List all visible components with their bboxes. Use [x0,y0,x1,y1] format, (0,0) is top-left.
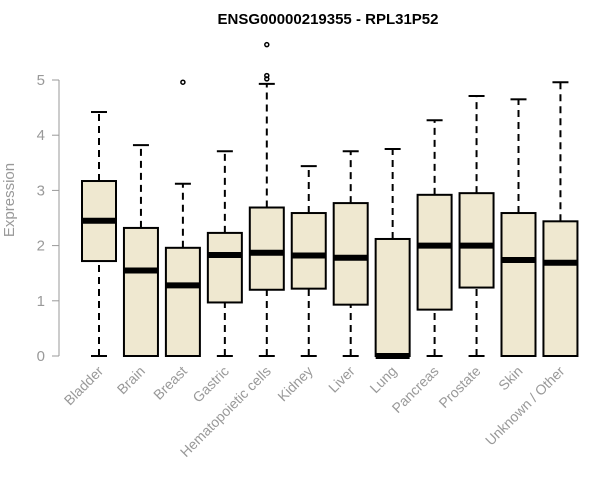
iqr-box [332,202,369,306]
x-tick-label: Pancreas [389,363,442,416]
outlier-point [264,41,270,48]
y-tick-label: 3 [37,182,45,199]
x-tick-label: Liver [325,363,358,396]
box-lung [374,148,411,359]
iqr-box [542,220,579,357]
iqr-box [206,231,243,304]
box-brain [122,144,159,357]
outlier-point [264,72,270,79]
iqr-box [500,212,537,357]
x-tick-label: Skin [495,363,526,394]
y-tick-label: 5 [37,72,45,89]
outlier-point [180,79,186,85]
box-group [81,41,579,359]
box-liver [332,150,369,357]
x-tick-label: Brain [114,363,148,397]
x-tick-label: Prostate [435,363,483,411]
box-skin [500,98,537,357]
iqr-box [416,193,453,311]
box-hematopoietic-cells [248,41,285,357]
box-unknown-other [542,81,579,357]
iqr-box [374,237,411,357]
y-tick-label: 1 [37,293,45,310]
x-tick-label: Bladder [61,363,107,409]
chart-title: ENSG00000219355 - RPL31P52 [218,11,439,28]
x-tick-label: Kidney [274,363,316,405]
iqr-box [458,192,495,289]
y-tick-label: 4 [37,127,45,144]
x-tick-label: Breast [150,363,190,403]
y-axis: 0 1 2 3 4 5 [37,72,60,365]
iqr-box [164,246,201,357]
box-gastric [206,150,243,357]
box-pancreas [416,119,453,357]
box-breast [164,79,201,357]
iqr-box [290,212,327,290]
y-tick-label: 2 [37,238,45,255]
box-prostate [458,95,495,357]
y-tick-label: 0 [37,348,45,365]
box-bladder [81,111,117,357]
box-kidney [290,165,327,357]
iqr-box [248,206,285,291]
x-tick-label: Lung [366,363,399,396]
x-tick-label: Unknown / Other [482,363,568,449]
iqr-box [122,226,159,357]
y-axis-label: Expression [1,163,18,237]
